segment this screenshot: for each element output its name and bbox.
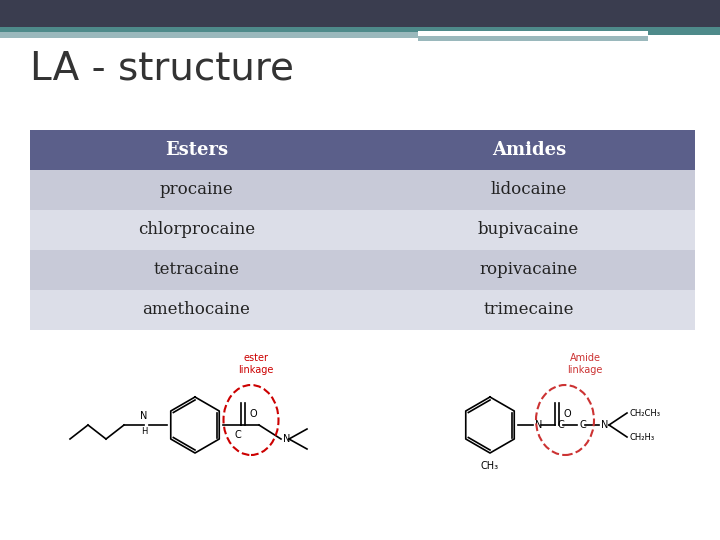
Text: Amide
linkage: Amide linkage (567, 353, 603, 375)
Text: H: H (140, 427, 147, 436)
Text: LA - structure: LA - structure (30, 50, 294, 88)
Text: O: O (563, 409, 571, 419)
Text: Amides: Amides (492, 141, 566, 159)
Text: bupivacaine: bupivacaine (478, 221, 580, 239)
Text: N: N (535, 420, 542, 430)
Bar (30, 290, 695, 330)
Text: CH₃: CH₃ (481, 461, 499, 471)
Bar (30, 130, 695, 170)
Text: ester
linkage: ester linkage (238, 353, 274, 375)
Bar (0, 32, 418, 38)
Text: procaine: procaine (159, 181, 233, 199)
Text: tetracaine: tetracaine (153, 261, 239, 279)
Bar (30, 250, 695, 290)
Bar (418, 31, 648, 36)
Bar (0, 0, 720, 27)
Text: N: N (601, 420, 608, 430)
Bar (30, 170, 695, 210)
Text: C: C (235, 430, 241, 440)
Text: lidocaine: lidocaine (490, 181, 567, 199)
Text: C: C (579, 420, 586, 430)
Text: amethocaine: amethocaine (143, 301, 250, 319)
Bar (418, 36, 648, 41)
Text: ropivacaine: ropivacaine (480, 261, 578, 279)
Text: CH₂H₃: CH₂H₃ (629, 433, 654, 442)
Bar (30, 210, 695, 250)
Text: N: N (283, 434, 290, 444)
Text: N: N (140, 411, 147, 421)
Text: CH₂CH₃: CH₂CH₃ (629, 408, 660, 417)
Text: chlorprocaine: chlorprocaine (138, 221, 255, 239)
Text: O: O (249, 409, 256, 419)
Bar (0, 27, 720, 35)
Text: trimecaine: trimecaine (484, 301, 574, 319)
Text: C: C (557, 420, 564, 430)
Text: Esters: Esters (165, 141, 228, 159)
